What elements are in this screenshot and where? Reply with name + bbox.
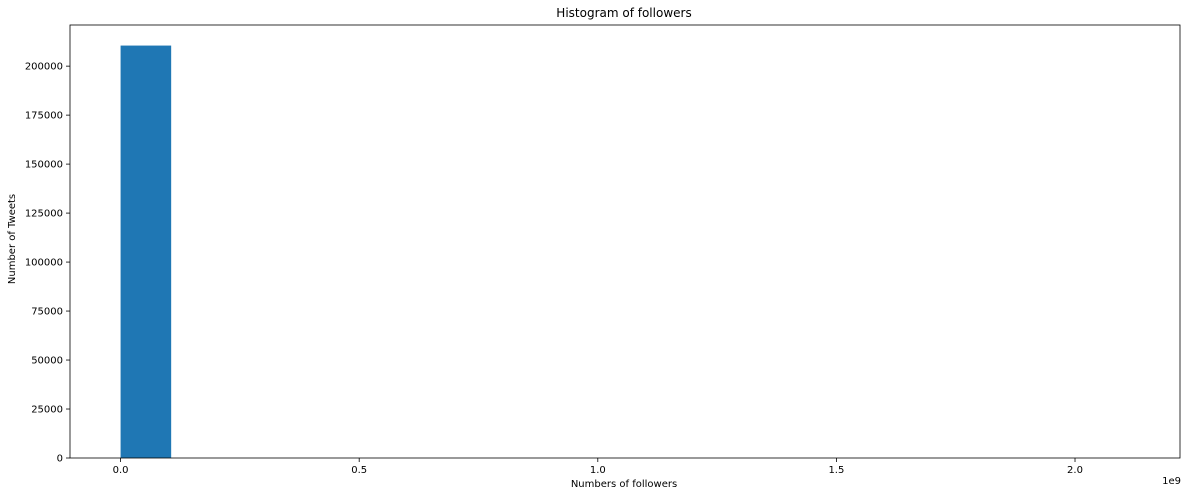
x-axis-label: Numbers of followers bbox=[571, 479, 677, 490]
y-tick-label-1: 25000 bbox=[31, 405, 63, 416]
x-tick-label-0: 0.0 bbox=[113, 465, 129, 476]
y-tick-label-0: 0 bbox=[57, 454, 63, 465]
y-tick-label-2: 50000 bbox=[31, 356, 63, 367]
y-tick-label-7: 175000 bbox=[25, 111, 63, 122]
y-tick-label-8: 200000 bbox=[25, 62, 63, 73]
chart-title: Histogram of followers bbox=[556, 6, 691, 20]
y-tick-label-6: 150000 bbox=[25, 160, 63, 171]
y-tick-label-5: 125000 bbox=[25, 209, 63, 220]
histogram-bar-0 bbox=[120, 45, 172, 459]
x-tick-label-2: 1.0 bbox=[590, 465, 606, 476]
plot-area: 0.0 0.5 1.0 1.5 2.0 0 25000 50000 75000 100000 125… bbox=[25, 24, 1181, 476]
x-offset-label: 1e9 bbox=[1162, 476, 1181, 487]
plot-frame bbox=[69, 24, 1181, 459]
y-tick-label-4: 100000 bbox=[25, 258, 63, 269]
y-axis-label: Number of Tweets bbox=[7, 194, 18, 284]
y-tick-label-3: 75000 bbox=[31, 307, 63, 318]
x-tick-label-4: 2.0 bbox=[1067, 465, 1083, 476]
x-tick-label-3: 1.5 bbox=[828, 465, 844, 476]
x-tick-label-1: 0.5 bbox=[351, 465, 367, 476]
